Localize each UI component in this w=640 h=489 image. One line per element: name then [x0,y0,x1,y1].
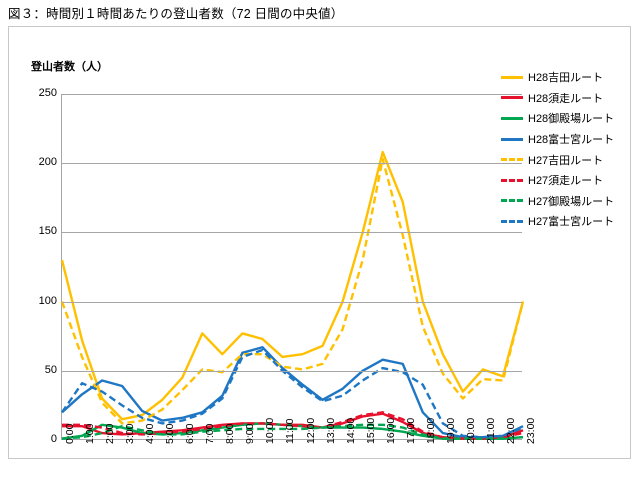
legend-item-label: H28須走ルート [528,92,604,105]
legend-item-label: H27須走ルート [528,175,604,188]
x-axis-tick: 9:00 [244,423,257,444]
x-axis-tick-labels: 0:00 1:00 2:00 3:00 4:00 5:00 6:00 7:00 8:00 9:00… [61,417,537,489]
legend-swatch-icon [501,219,523,223]
series-line [60,157,525,425]
legend-swatch-icon [501,158,523,162]
y-axis-tick: 50 [44,363,57,376]
x-axis-tick: 23:00 [525,417,537,444]
x-axis-tick: 10:00 [264,417,277,444]
x-axis-tick: 5:00 [164,423,177,444]
x-axis-tick: 22:00 [504,417,517,444]
legend-item-label: H28吉田ルート [528,72,604,85]
legend-item-label: H27富士宮ルート [528,216,615,229]
x-axis-tick: 13:00 [324,417,337,444]
y-axis-title: 登山者数（人） [31,61,108,73]
gridline [62,301,522,303]
y-axis-tick-labels: 0 50 100 150 200 250 [13,88,57,445]
plot-area [60,94,525,440]
x-axis-tick: 6:00 [184,423,197,444]
legend-item-label: H27吉田ルート [528,154,604,167]
x-axis-tick: 8:00 [224,423,237,444]
legend-item[interactable]: H27富士宮ルート [501,211,639,232]
x-axis-tick: 2:00 [104,423,117,444]
x-axis-tick: 4:00 [144,423,157,444]
gridline [62,232,522,234]
legend-item-label: H28御殿場ルート [528,113,615,126]
gridline [62,163,522,165]
legend-item[interactable]: H28御殿場ルート [501,108,639,129]
legend-swatch-icon [501,137,523,141]
chart-legend: H28吉田ルート H28須走ルート H28御殿場ルート H28富士宮ルート H27吉田ル… [501,67,639,232]
legend-item[interactable]: H28吉田ルート [501,67,639,88]
legend-swatch-icon [501,178,523,182]
figure-title: 図３：時間別１時間あたりの登山者数（72 日間の中央値） [8,7,344,21]
legend-item[interactable]: H28須走ルート [501,88,639,109]
series-line [61,346,524,439]
x-axis-tick: 12:00 [304,417,317,444]
legend-item-label: H27御殿場ルート [528,195,615,208]
legend-item-label: H28富士宮ルート [528,134,615,147]
x-axis-tick: 11:00 [284,418,297,445]
legend-swatch-icon [501,96,523,100]
chart-container: 登山者数（人） 0 50 100 150 200 250 0:00 1:00 2:00 3:00… [8,26,631,459]
legend-swatch-icon [501,75,523,79]
series-line [61,423,524,440]
y-axis-tick: 150 [38,225,57,238]
series-line [61,348,524,439]
legend-item[interactable]: H27須走ルート [501,170,639,191]
x-axis-tick: 14:00 [344,417,357,444]
y-axis-tick: 0 [50,433,57,445]
x-axis-tick: 15:00 [364,417,377,444]
x-axis-tick: 3:00 [124,423,137,444]
x-axis-tick: 0:00 [64,423,76,444]
series-lines [60,150,525,440]
legend-item[interactable]: H27御殿場ルート [501,191,639,212]
gridline [62,370,522,372]
legend-swatch-icon [501,116,523,120]
legend-item[interactable]: H27吉田ルート [501,149,639,170]
y-axis-tick: 250 [38,87,57,99]
y-axis-tick: 100 [38,294,57,307]
x-axis-tick: 21:00 [484,417,497,444]
x-axis-tick: 16:00 [384,417,397,444]
series-line [62,411,524,440]
y-axis-tick: 200 [38,156,57,169]
x-axis-tick: 7:00 [204,423,217,444]
x-axis-tick: 19:00 [444,417,457,444]
gridline [62,94,522,95]
x-axis-tick: 1:00 [84,423,97,444]
x-axis-tick: 17:00 [404,417,417,444]
legend-swatch-icon [501,199,523,203]
legend-item[interactable]: H28富士宮ルート [501,129,639,150]
x-axis-tick: 20:00 [464,417,477,444]
x-axis-tick: 18:00 [424,417,437,444]
